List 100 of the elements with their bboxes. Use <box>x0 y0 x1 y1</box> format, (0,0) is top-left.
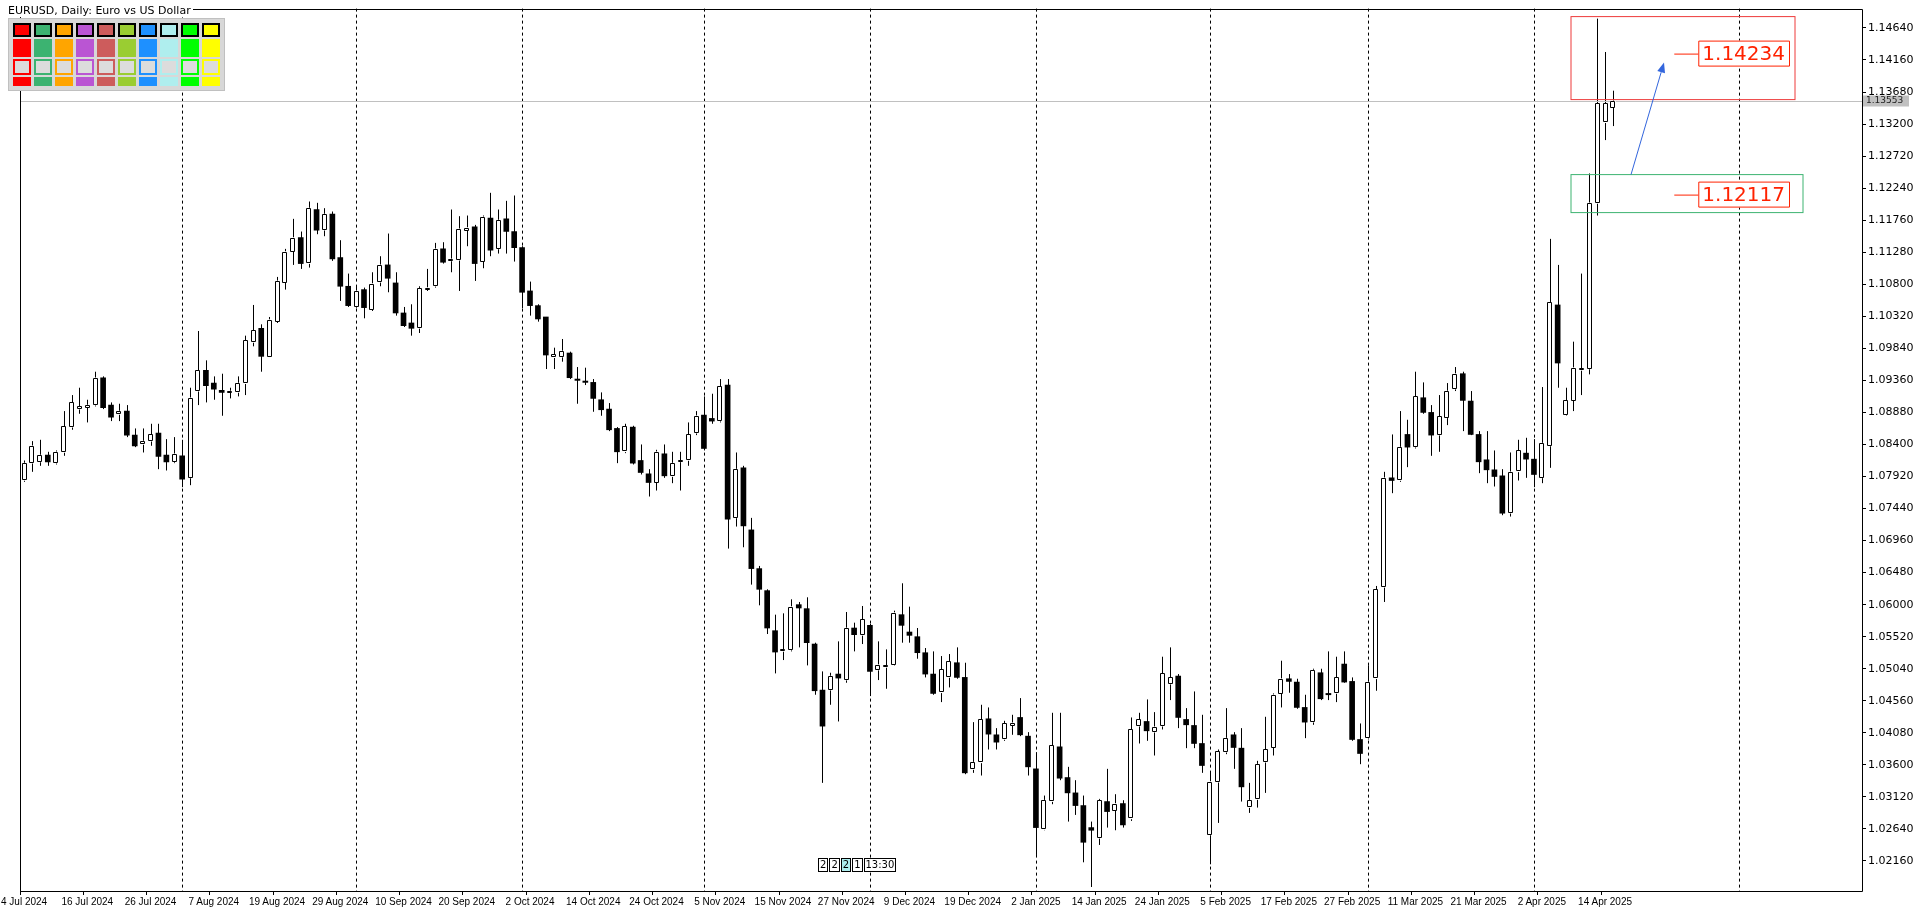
candlestick <box>1167 646 1174 701</box>
candlestick <box>1444 382 1450 426</box>
candlestick <box>479 215 486 269</box>
candlestick <box>313 202 320 235</box>
candlestick <box>147 423 154 447</box>
y-tick-label: 1.08880 <box>1868 405 1914 419</box>
candlestick <box>84 399 91 423</box>
candlestick <box>637 443 644 475</box>
candlestick <box>622 423 628 454</box>
x-tick-label: 19 Aug 2024 <box>248 895 306 907</box>
candlestick <box>946 653 952 688</box>
candlestick <box>1570 341 1577 412</box>
x-tick-label: 15 Nov 2024 <box>754 895 812 907</box>
candlestick <box>558 338 565 363</box>
candlestick <box>1183 707 1189 749</box>
candlestick <box>282 248 288 291</box>
x-tick-label: 7 Aug 2024 <box>188 895 240 907</box>
y-tick-label: 1.05040 <box>1868 661 1914 675</box>
candlestick <box>242 335 249 396</box>
candlestick <box>1325 650 1332 701</box>
candlestick <box>92 371 99 407</box>
x-tick-label: 16 Jul 2024 <box>61 895 114 907</box>
candlestick <box>1301 694 1308 739</box>
candlestick <box>1159 656 1166 730</box>
candlestick <box>131 427 138 448</box>
x-tick-label: 4 Jul 2024 <box>1 895 48 907</box>
candlestick <box>1515 439 1521 481</box>
x-tick-label: 14 Jan 2025 <box>1071 895 1128 907</box>
candlestick <box>440 241 446 265</box>
candlestick <box>1507 451 1514 518</box>
y-tick-label: 1.08400 <box>1868 437 1914 451</box>
y-tick-label: 1.11280 <box>1868 245 1914 259</box>
x-tick-label: 26 Jul 2024 <box>124 895 177 907</box>
candlestick <box>1333 656 1340 703</box>
candlestick <box>456 215 462 292</box>
y-tick-label: 1.03120 <box>1868 789 1914 803</box>
y-tick-label: 1.05520 <box>1868 629 1914 643</box>
candlestick <box>60 410 67 457</box>
candlestick <box>1602 51 1608 141</box>
candlestick <box>1539 386 1545 484</box>
x-tick-label: 14 Apr 2025 <box>1578 895 1633 907</box>
candlestick <box>795 601 802 648</box>
candlestick <box>1270 692 1276 756</box>
candlestick <box>1001 720 1008 742</box>
candlestick <box>1309 668 1316 726</box>
candlestick <box>448 209 454 273</box>
y-tick-label: 1.06000 <box>1868 597 1914 611</box>
candlestick <box>1041 795 1047 831</box>
y-tick-label: 1.09840 <box>1868 341 1914 355</box>
candlestick <box>851 622 857 652</box>
x-tick-label: 11 Mar 2025 <box>1387 895 1444 907</box>
candlestick <box>463 215 470 247</box>
candlestick <box>1246 782 1253 814</box>
y-tick-label: 1.12240 <box>1868 181 1914 195</box>
y-tick-label: 1.11760 <box>1868 213 1914 227</box>
candlestick <box>1373 585 1379 692</box>
candlestick <box>1112 793 1118 831</box>
candlestick <box>234 375 241 397</box>
candlestick <box>361 287 367 319</box>
y-tick-label: 1.02640 <box>1868 821 1914 835</box>
candlestick <box>1120 799 1126 829</box>
y-tick-label: 1.14160 <box>1868 52 1914 66</box>
x-tick-label: 5 Nov 2024 <box>694 895 746 907</box>
candlestick <box>1341 650 1348 684</box>
candlestick <box>1578 273 1585 396</box>
candlestick <box>693 410 699 436</box>
candlestick <box>1562 387 1569 417</box>
candlestick <box>203 359 209 403</box>
y-tick-label: 1.06960 <box>1868 533 1914 547</box>
x-tick-label: 2 Jan 2025 <box>1011 895 1062 907</box>
y-tick-label: 1.04560 <box>1868 693 1914 707</box>
candlestick <box>503 200 510 255</box>
chart-title: EURUSD, Daily: Euro vs US Dollar <box>6 4 193 17</box>
candlestick <box>574 366 581 405</box>
candlestick <box>1436 394 1442 453</box>
x-tick-label: 5 Feb 2025 <box>1200 895 1252 907</box>
candlestick <box>1254 760 1261 809</box>
y-tick-label: 1.14640 <box>1868 20 1914 34</box>
x-tick-label: 24 Oct 2024 <box>629 895 685 907</box>
candlestick <box>606 402 612 432</box>
candlestick <box>938 655 944 703</box>
candlestick <box>210 375 217 401</box>
candlestick <box>930 650 936 696</box>
candlestick <box>1523 437 1529 479</box>
candlestick <box>1380 471 1387 603</box>
candlestick <box>1104 768 1110 829</box>
y-tick-label: 1.12720 <box>1868 148 1914 162</box>
candlestick <box>1452 366 1458 392</box>
candlestick <box>898 582 905 644</box>
candlestick <box>772 614 778 674</box>
x-tick-label: 14 Oct 2024 <box>566 895 621 907</box>
candlestick <box>195 330 201 406</box>
candlestick <box>977 704 984 777</box>
candlestick <box>550 347 557 370</box>
candlestick <box>250 304 257 347</box>
candlestick <box>874 640 881 681</box>
candlestick <box>37 439 43 467</box>
candlestick <box>345 273 352 308</box>
y-tick-label: 1.09360 <box>1868 373 1914 387</box>
candlestick <box>527 281 533 317</box>
